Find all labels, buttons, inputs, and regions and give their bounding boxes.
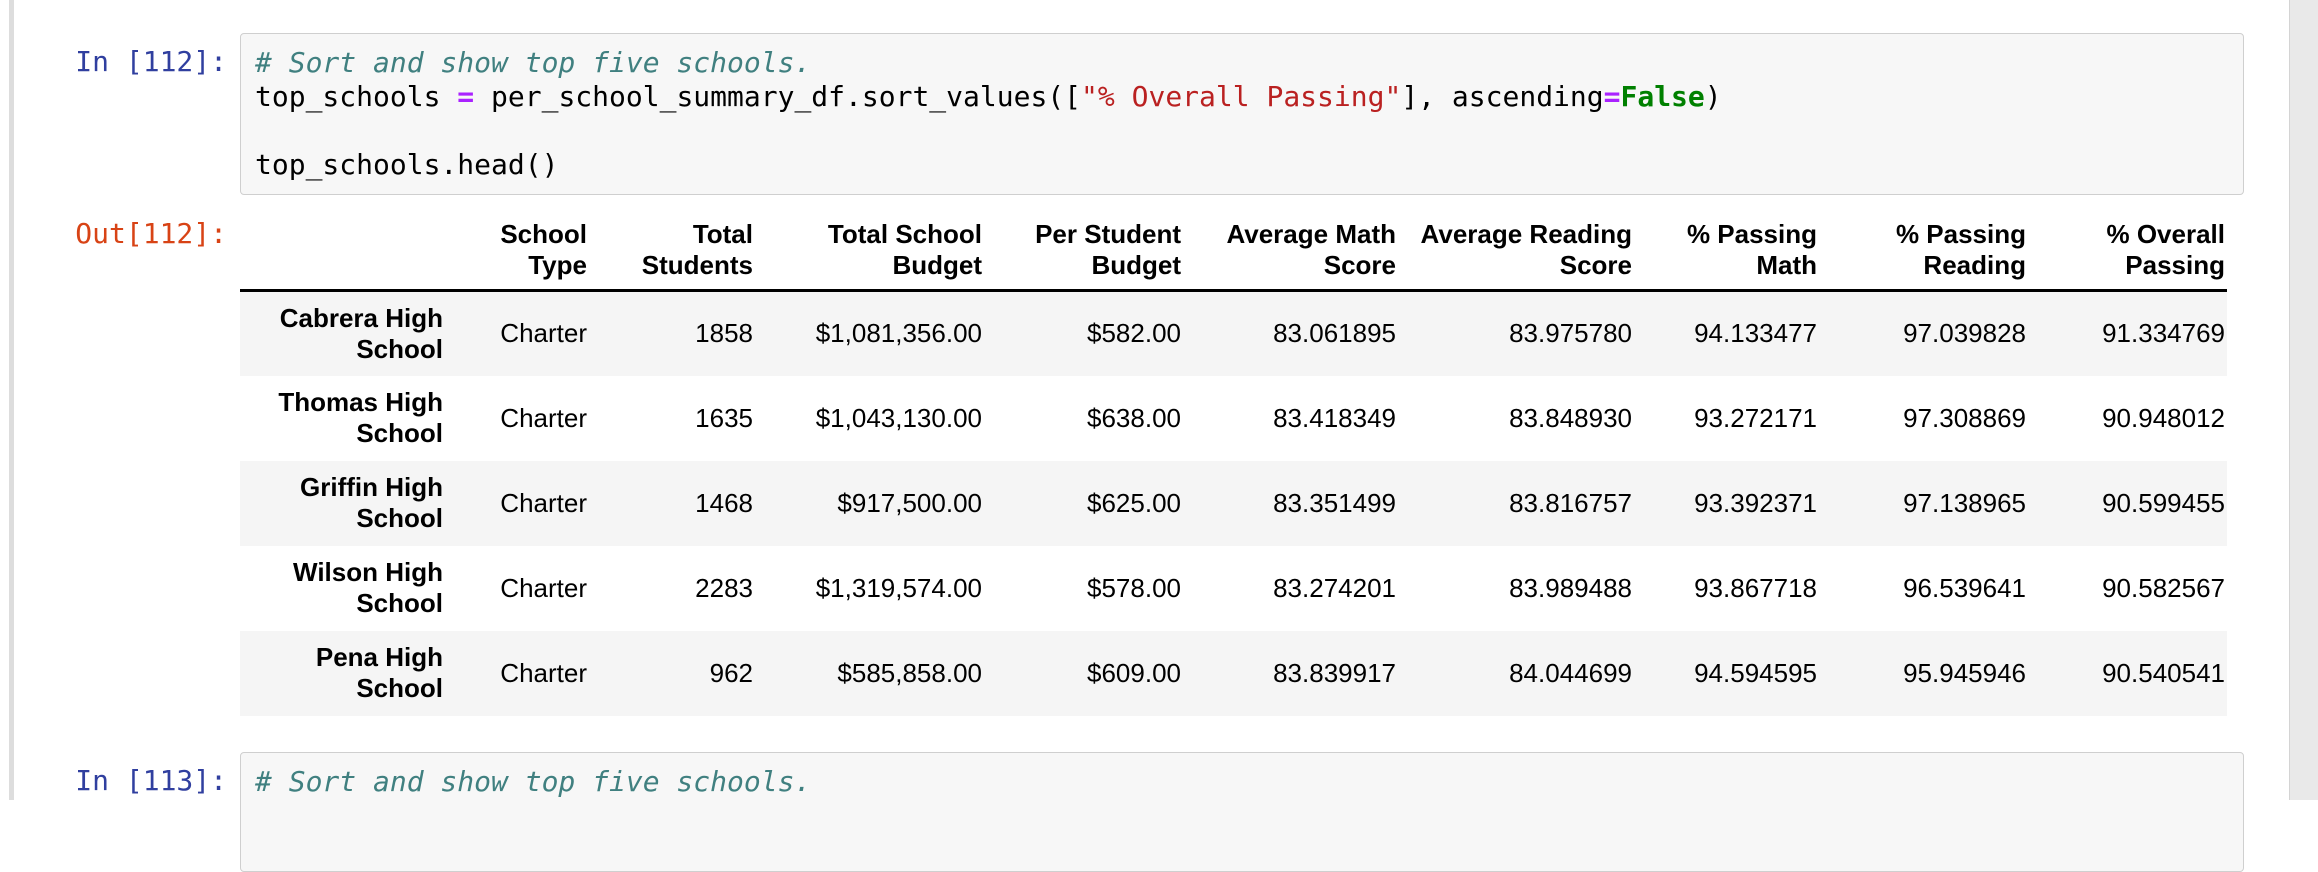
table-cell: 97.308869 <box>1903 402 2026 433</box>
table-cell: 2283 <box>695 572 753 603</box>
table-cell: 96.539641 <box>1903 572 2026 603</box>
table-cell: 90.948012 <box>2102 402 2225 433</box>
code-line: top_schools.head() <box>255 148 2229 182</box>
table-cell: 83.274201 <box>1273 572 1396 603</box>
table-row: Thomas High School Charter 1635 $1,043,130.… <box>240 376 2227 461</box>
code-line: # Sort and show top five schools. <box>255 46 2229 80</box>
row-index-school-name: Cabrera High School <box>279 302 443 364</box>
table-row: Pena High School Charter 962 $585,858.00 $60… <box>240 630 2227 716</box>
table-cell: 91.334769 <box>2102 318 2225 349</box>
table-cell: 83.351499 <box>1273 487 1396 518</box>
code-token-plain: ) <box>1704 80 1722 113</box>
table-cell: Charter <box>500 572 587 603</box>
table-cell: 95.945946 <box>1903 657 2026 688</box>
column-header: % Overall Passing <box>2028 215 2227 292</box>
table-row: Griffin High School Charter 1468 $917,500.0… <box>240 460 2227 546</box>
index-column-header <box>240 215 445 292</box>
code-cell-112: In [112]: # Sort and show top five schoo… <box>0 33 2290 195</box>
table-cell: $1,043,130.00 <box>815 402 982 433</box>
code-token-op: = <box>457 80 475 113</box>
code-line: # Sort and show top five schools. <box>255 765 2229 799</box>
table-cell: Charter <box>500 402 587 433</box>
table-cell: 94.594595 <box>1694 657 1817 688</box>
row-index-school-name: Thomas High School <box>278 387 443 448</box>
table-cell: 962 <box>709 657 753 688</box>
code-editor[interactable]: # Sort and show top five schools. <box>240 751 2244 872</box>
code-token-plain: top_schools <box>255 80 458 113</box>
column-header: % Passing Math <box>1634 215 1819 292</box>
table-cell: Charter <box>500 318 587 349</box>
code-token-comment: # Sort and show top five schools. <box>255 764 812 798</box>
table-cell: $1,319,574.00 <box>815 572 982 603</box>
table-cell: $585,858.00 <box>837 657 982 688</box>
code-token-plain: per_school_summary_df.sort_values([ <box>474 80 1082 113</box>
table-cell: 83.989488 <box>1509 572 1632 603</box>
code-editor[interactable]: # Sort and show top five schools. top_sch… <box>240 33 2244 195</box>
table-cell: 93.392371 <box>1694 487 1817 518</box>
table-cell: $578.00 <box>1087 572 1181 603</box>
table-cell: 94.133477 <box>1694 318 1817 349</box>
row-index-school-name: Wilson High School <box>293 557 443 618</box>
code-cell-113: In [113]: # Sort and show top five schoo… <box>0 751 2290 872</box>
table-cell: 83.839917 <box>1273 657 1396 688</box>
row-index-school-name: Griffin High School <box>300 472 443 533</box>
code-token-kw: False <box>1620 80 1705 113</box>
code-token-op: = <box>1603 80 1621 113</box>
table-cell: 90.599455 <box>2102 487 2225 518</box>
table-cell: 83.061895 <box>1273 318 1396 349</box>
row-index-school-name: Pena High School <box>315 642 443 703</box>
table-cell: $609.00 <box>1087 657 1181 688</box>
table-cell: $582.00 <box>1087 318 1181 349</box>
column-header: School Type <box>445 215 589 292</box>
table-cell: 90.582567 <box>2102 572 2225 603</box>
input-prompt: In [113]: <box>75 763 227 797</box>
column-header: Per Student Budget <box>984 215 1183 292</box>
table-cell: 83.975780 <box>1509 318 1632 349</box>
vertical-scrollbar[interactable] <box>2289 0 2318 800</box>
code-line <box>255 114 2229 148</box>
table-cell: 84.044699 <box>1509 657 1632 688</box>
input-prompt: In [112]: <box>75 45 227 78</box>
output-cell-112: Out[112]: School Type Total Students Total S… <box>0 215 2290 716</box>
code-token-comment: # Sort and show top five schools. <box>255 46 812 79</box>
table-cell: 1468 <box>695 487 753 518</box>
table-cell: $638.00 <box>1087 402 1181 433</box>
code-line: top_schools = per_school_summary_df.sort… <box>255 80 2229 114</box>
output-prompt: Out[112]: <box>75 217 227 250</box>
column-header: % Passing Reading <box>1819 215 2028 292</box>
table-row: Cabrera High School Charter 1858 $1,081,356… <box>240 290 2227 376</box>
table-cell: 97.138965 <box>1903 487 2026 518</box>
table-cell: Charter <box>500 487 587 518</box>
column-header: Average Math Score <box>1183 215 1398 292</box>
table-cell: 83.848930 <box>1509 402 1632 433</box>
table-cell: Charter <box>500 657 587 688</box>
column-header: Average Reading Score <box>1398 215 1634 292</box>
table-cell: $625.00 <box>1087 487 1181 518</box>
output-table-container: School Type Total Students Total School Budge… <box>240 215 2227 716</box>
table-cell: 83.816757 <box>1509 487 1632 518</box>
code-token-str: "% Overall Passing" <box>1081 80 1402 113</box>
table-cell: 97.039828 <box>1903 318 2026 349</box>
table-cell: 93.867718 <box>1694 572 1817 603</box>
table-cell: $917,500.00 <box>837 487 982 518</box>
table-cell: $1,081,356.00 <box>815 318 982 349</box>
table-row: Wilson High School Charter 2283 $1,319,574.… <box>240 546 2227 631</box>
dataframe-table: School Type Total Students Total School Budge… <box>240 215 2227 716</box>
column-header: Total School Budget <box>755 215 984 292</box>
table-header-row: School Type Total Students Total School Budge… <box>240 215 2227 292</box>
notebook-left-border <box>9 0 14 800</box>
column-header: Total Students <box>589 215 755 292</box>
code-token-plain: ], ascending <box>1401 80 1604 113</box>
table-cell: 1858 <box>695 318 753 349</box>
table-cell: 1635 <box>695 402 753 433</box>
table-cell: 90.540541 <box>2102 657 2225 688</box>
table-cell: 83.418349 <box>1273 402 1396 433</box>
table-cell: 93.272171 <box>1694 402 1817 433</box>
code-token-plain: top_schools.head() <box>255 148 559 181</box>
